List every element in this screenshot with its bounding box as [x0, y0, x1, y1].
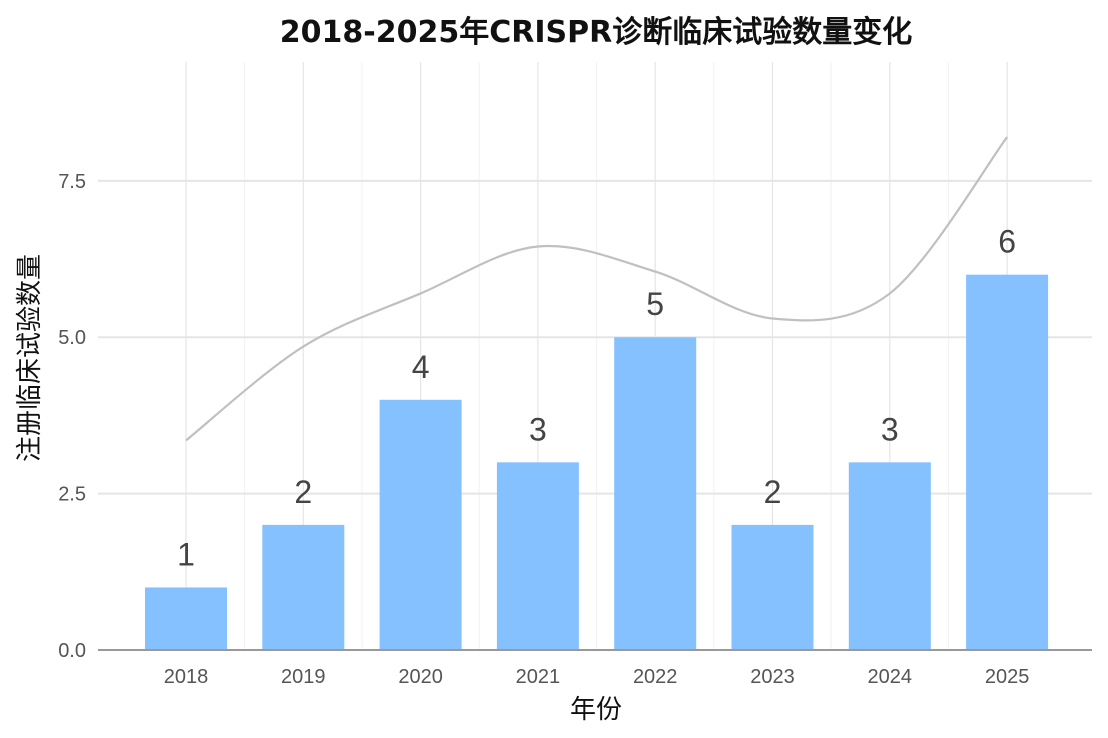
bar-2025: [966, 274, 1049, 650]
x-tick-2025: 2025: [985, 666, 1030, 688]
grid: [98, 62, 1092, 651]
bar-2018: [145, 587, 227, 650]
y-axis-label: 注册临床试验数量: [15, 254, 45, 462]
bar-2024: [848, 462, 931, 650]
y-tick-0.0: 0.0: [58, 640, 86, 662]
data-label-2022: 5: [646, 286, 664, 322]
x-tick-2020: 2020: [398, 666, 443, 688]
x-axis-label: 年份: [570, 695, 622, 725]
x-tick-labels: 2018 2019 2020 2021 2022 2023 2024 2025: [164, 666, 1030, 688]
data-label-2025: 6: [998, 224, 1016, 260]
y-tick-5.0: 5.0: [58, 327, 86, 349]
y-tick-2.5: 2.5: [58, 484, 86, 506]
chart-title: 2018-2025年CRISPR诊断临床试验数量变化: [280, 15, 912, 50]
x-tick-2019: 2019: [281, 666, 326, 688]
bar-2022: [614, 337, 697, 650]
bars: [145, 274, 1049, 650]
bar-2023: [731, 524, 814, 650]
x-tick-2022: 2022: [633, 666, 678, 688]
data-label-2023: 2: [764, 474, 782, 510]
x-tick-2021: 2021: [516, 666, 561, 688]
data-label-2019: 2: [294, 474, 312, 510]
bar-2019: [262, 524, 345, 650]
x-tick-2018: 2018: [164, 666, 209, 688]
data-label-2020: 4: [412, 349, 430, 385]
data-labels: 1 2 4 3 5 2 3 6: [177, 224, 1016, 573]
y-tick-7.5: 7.5: [58, 171, 86, 193]
bar-2020: [379, 399, 462, 650]
y-tick-labels: 0.0 2.5 5.0 7.5: [58, 171, 86, 662]
bar-2021: [496, 462, 579, 650]
data-label-2024: 3: [881, 411, 899, 447]
data-label-2021: 3: [529, 411, 547, 447]
x-tick-2023: 2023: [750, 666, 795, 688]
trend-line: [185, 136, 1008, 442]
data-label-2018: 1: [177, 536, 195, 572]
x-tick-2024: 2024: [868, 666, 913, 688]
